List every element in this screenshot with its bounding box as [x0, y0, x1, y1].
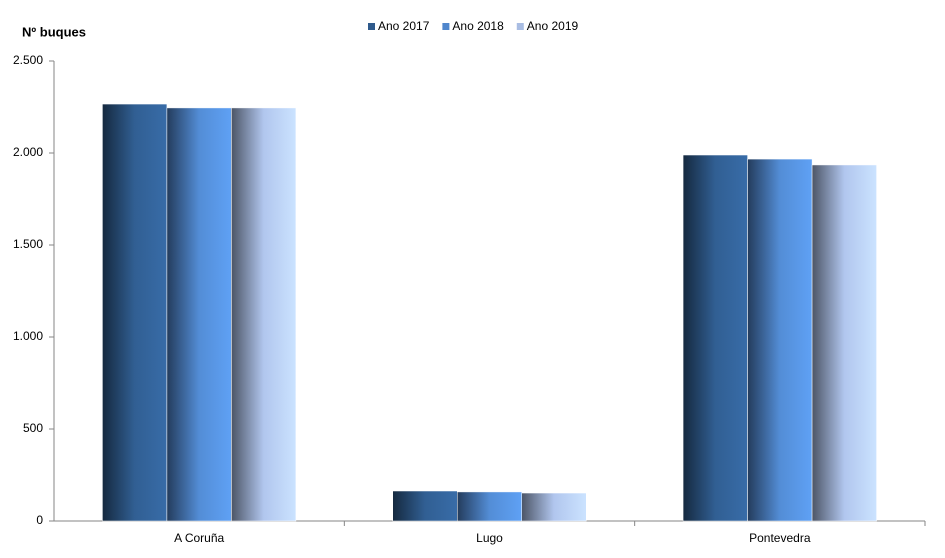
legend-swatch	[368, 23, 375, 30]
bar	[682, 154, 748, 522]
bar	[457, 491, 522, 522]
x-tick-label: Lugo	[476, 531, 503, 545]
y-axis-title: Nº buques	[22, 24, 86, 39]
bar	[747, 158, 813, 522]
legend-swatch	[516, 23, 524, 30]
legend-label: Ano 2019	[527, 19, 579, 33]
y-tick-label: 0	[36, 513, 43, 527]
x-tick-label: A Coruña	[174, 531, 224, 545]
legend-swatch	[442, 23, 450, 30]
y-tick-label: 500	[23, 421, 43, 435]
bar	[102, 103, 168, 522]
y-tick-label: 1.500	[13, 237, 43, 251]
y-tick-label: 2.000	[13, 145, 43, 159]
bar	[166, 107, 232, 522]
legend-label: Ano 2017	[378, 19, 430, 33]
x-tick-label: Pontevedra	[749, 531, 811, 545]
bar	[811, 164, 877, 522]
bar	[521, 492, 587, 522]
bar	[231, 107, 297, 522]
bar	[392, 490, 458, 522]
legend-label: Ano 2018	[452, 19, 504, 33]
y-tick-label: 1.000	[13, 329, 43, 343]
y-tick-label: 2.500	[13, 53, 43, 67]
